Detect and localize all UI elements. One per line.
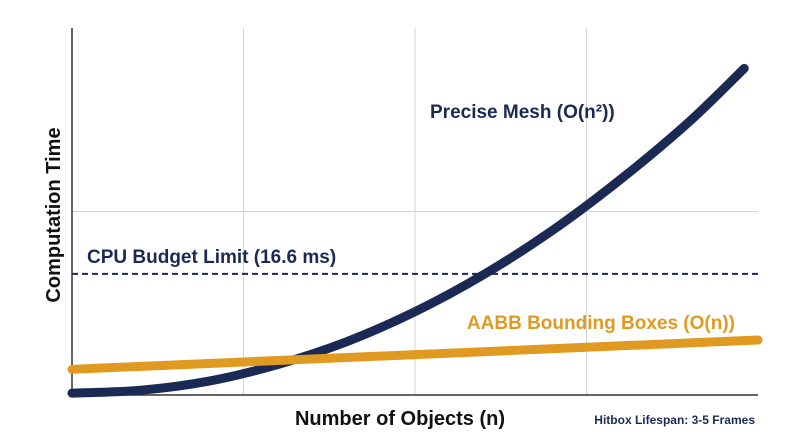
precise-mesh-line — [67, 63, 749, 398]
hitbox-lifespan-note: Hitbox Lifespan: 3-5 Frames — [594, 413, 755, 427]
series-group — [67, 63, 763, 398]
aabb-label: AABB Bounding Boxes (O(n)) — [467, 313, 735, 334]
precise-mesh-label: Precise Mesh (O(n²)) — [430, 102, 615, 123]
axes — [71, 28, 758, 396]
x-axis-title: Number of Objects (n) — [295, 408, 505, 430]
y-axis-title: Computation Time — [43, 127, 65, 302]
aabb-line — [67, 335, 763, 374]
grid — [72, 28, 758, 395]
cpu-budget-label: CPU Budget Limit (16.6 ms) — [87, 247, 336, 268]
